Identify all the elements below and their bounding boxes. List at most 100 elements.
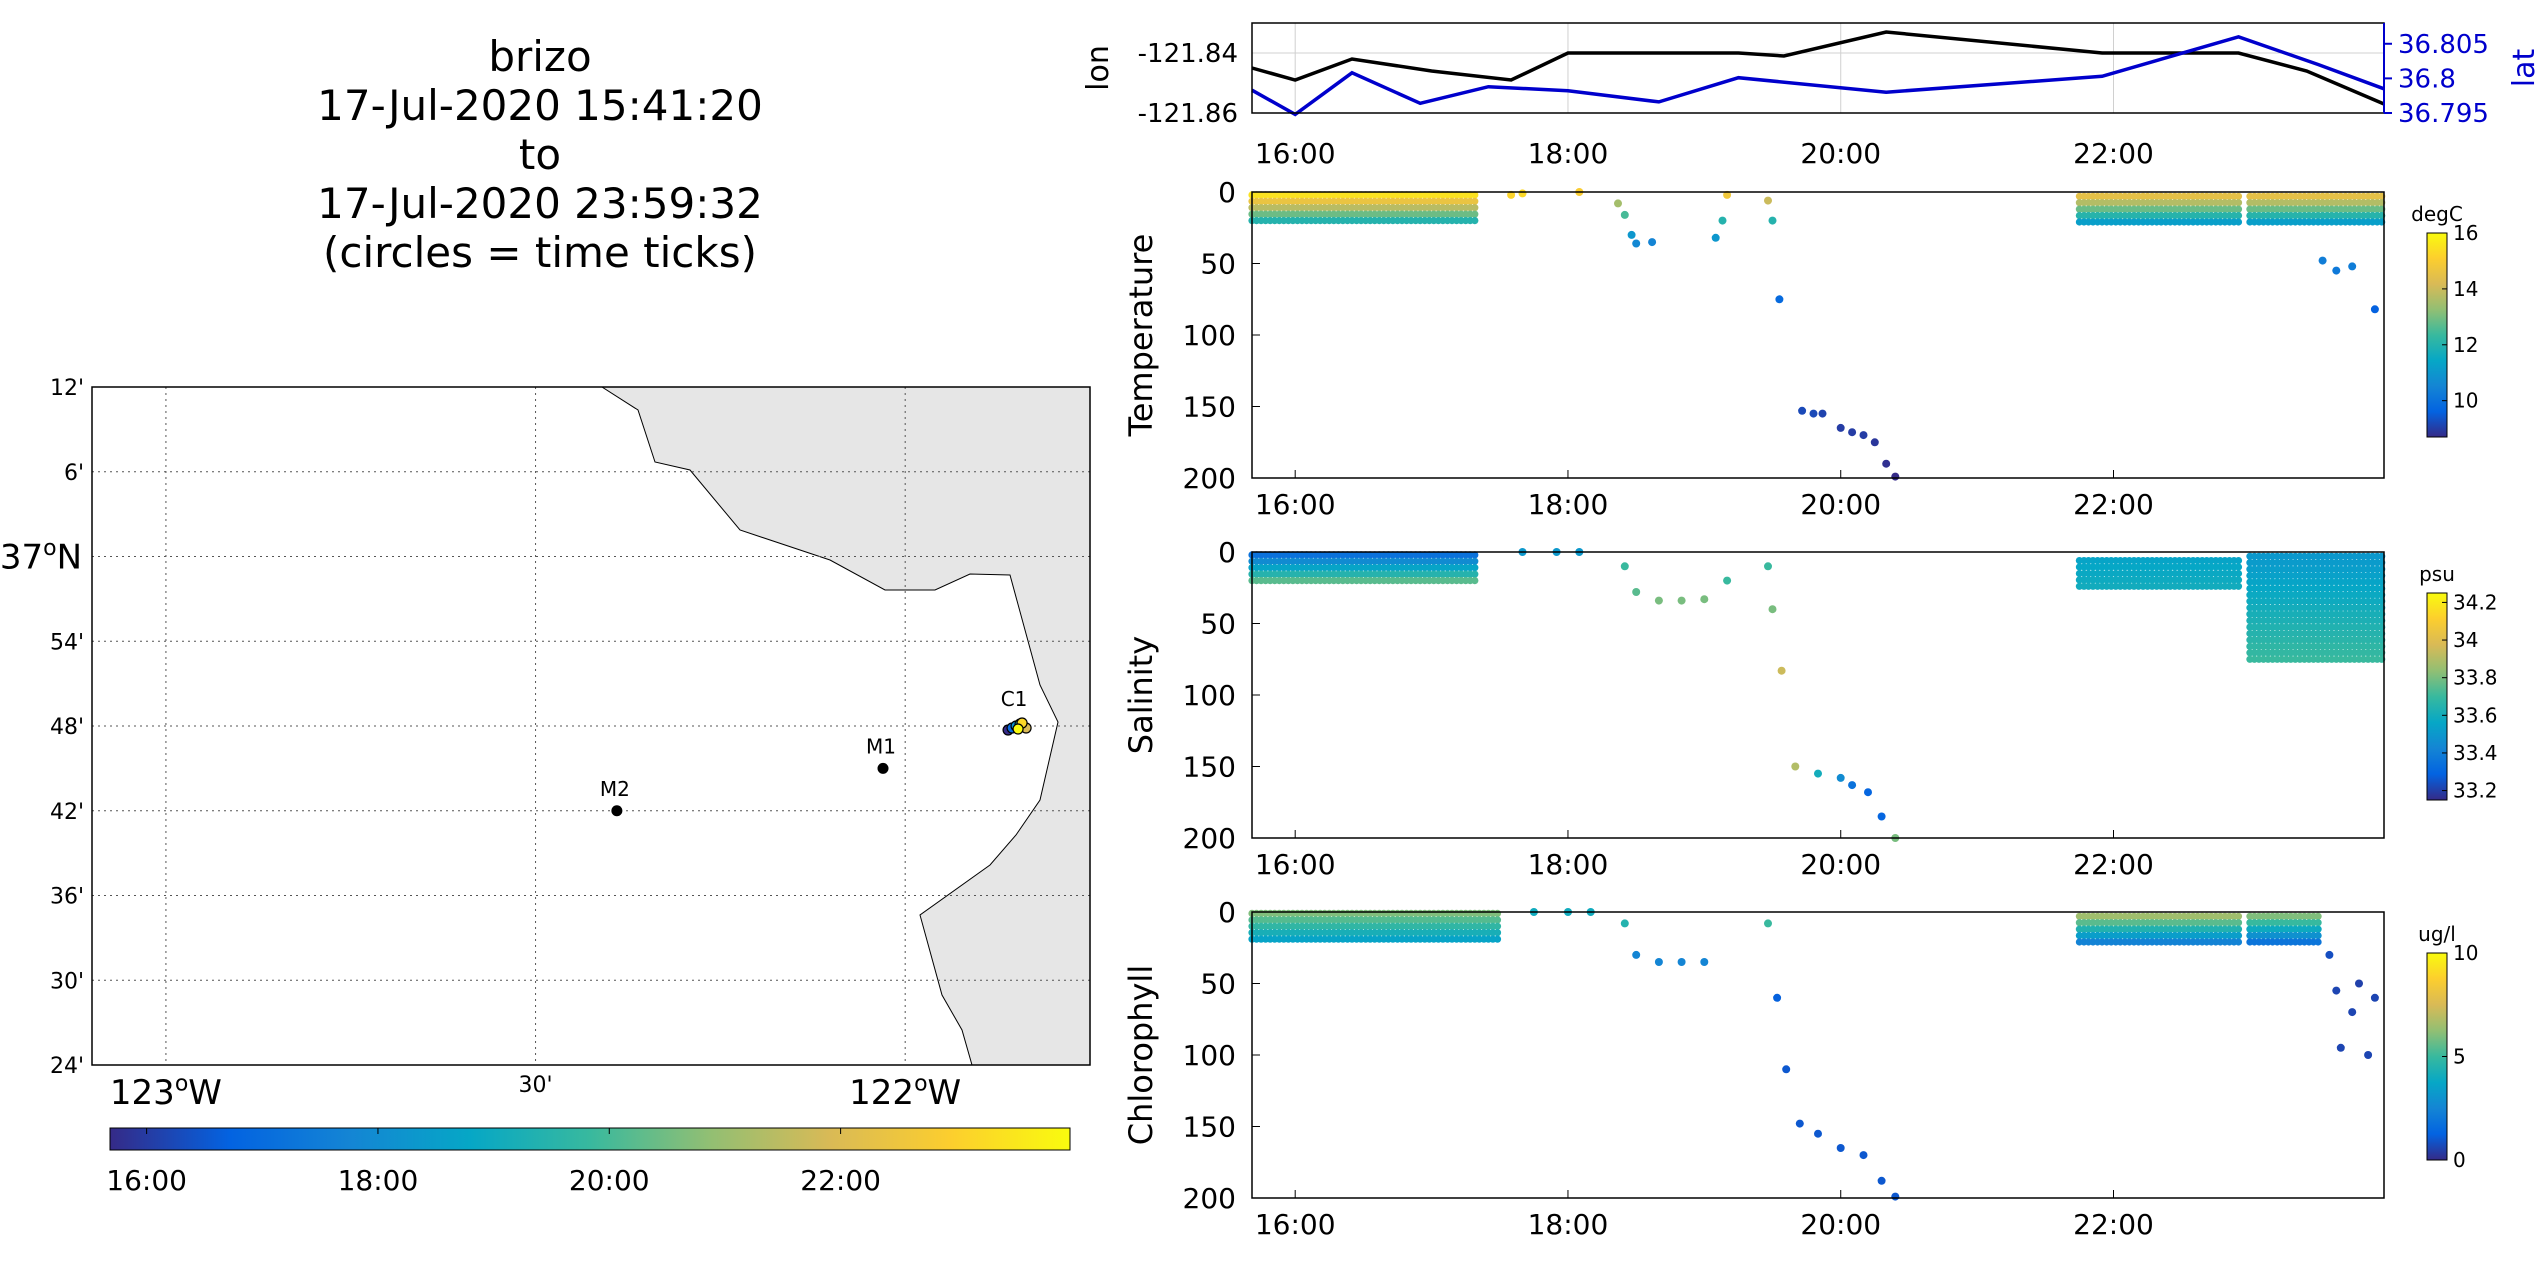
series-line-lat — [1251, 34, 2385, 117]
data-point — [2332, 266, 2341, 275]
profile-point — [2234, 919, 2243, 927]
data-point — [1836, 1144, 1845, 1152]
title-line-start: 17-Jul-2020 15:41:20 — [317, 81, 763, 130]
map-lon-tick-label: 123oW — [110, 1071, 222, 1113]
profile-point — [1471, 551, 1479, 559]
time-tick-label: 18:00 — [1528, 137, 1609, 170]
y-tick-label: 200 — [1183, 1182, 1236, 1215]
data-point — [1768, 216, 1777, 225]
map-lat-tick-label: 6' — [64, 461, 84, 486]
figure-title: brizo 17-Jul-2020 15:41:20 to 17-Jul-202… — [220, 32, 860, 277]
y-axis-label: Salinity — [1122, 636, 1160, 754]
profile-point — [1471, 204, 1479, 212]
title-line-note: (circles = time ticks) — [323, 228, 757, 277]
profile-point — [1471, 217, 1479, 225]
map-colorbar-tick-label: 22:00 — [800, 1164, 881, 1197]
data-point — [1848, 781, 1857, 790]
data-point — [1791, 762, 1800, 771]
profile-point — [2234, 218, 2243, 226]
map-colorbar-tick-label: 20:00 — [569, 1164, 650, 1197]
colorbar-tick-label: 10 — [2453, 389, 2478, 413]
time-tick-label: 18:00 — [1528, 1208, 1609, 1241]
map-lon-tick-label: 122oW — [849, 1071, 961, 1113]
profile-point — [1493, 935, 1502, 943]
data-point — [1507, 190, 1516, 199]
data-point — [2348, 262, 2357, 271]
data-point — [1677, 958, 1686, 966]
map-lon-tick-label: 30' — [519, 1073, 553, 1098]
data-point — [1836, 423, 1845, 432]
data-point — [2318, 256, 2327, 265]
data-point — [2364, 1051, 2373, 1059]
lon-lat-lines — [1251, 30, 2385, 117]
data-point — [2348, 1008, 2357, 1017]
colorbar-tick-label: 0 — [2453, 1148, 2466, 1172]
profile-point — [1471, 564, 1479, 572]
data-point — [1882, 459, 1891, 468]
profile-point — [2314, 932, 2322, 940]
series-line-lon — [1251, 30, 2385, 106]
colorbar-unit: psu — [2419, 562, 2455, 586]
time-tick-label: 16:00 — [1255, 488, 1336, 521]
profile-panel-salinity: 0 50 100 150 200 16:00 18:00 20:00 22:00 Salinity… — [1122, 536, 2498, 881]
data-point — [1814, 769, 1822, 778]
profile-point — [2234, 932, 2243, 940]
time-tick-label: 18:00 — [1528, 848, 1609, 881]
colorbar-tick-label: 34 — [2453, 628, 2478, 652]
panel-frame — [1251, 911, 2385, 1199]
lon-lat-panel: -121.84 -121.86 36.805 36.8 36.795 16:00 18:00… — [1081, 22, 2542, 170]
title-line-to: to — [518, 130, 562, 179]
profile-point — [2234, 557, 2243, 565]
profile-point — [1493, 916, 1502, 924]
y-tick-label: 50 — [1200, 248, 1236, 281]
lat-tick-label: 36.805 — [2398, 30, 2489, 60]
data-point — [1700, 958, 1709, 966]
map-lat-tick-label: 54' — [50, 630, 84, 655]
data-point — [1798, 406, 1807, 415]
data-point — [1870, 438, 1879, 447]
data-point — [1632, 950, 1641, 959]
data-point — [1864, 788, 1872, 797]
data-point — [1632, 239, 1641, 248]
colorbar-unit: ug/l — [2418, 922, 2456, 946]
colorbar — [2426, 592, 2448, 801]
time-tick-label: 18:00 — [1528, 488, 1609, 521]
map-colorbar-ticks: 16:00 18:00 20:00 22:00 — [106, 1128, 881, 1197]
data-point — [1859, 1151, 1868, 1160]
y-tick-label: 0 — [1218, 896, 1236, 929]
profile-panel-temperature: 0 50 100 150 200 16:00 18:00 20:00 22:00 Temperat… — [1122, 176, 2478, 521]
time-tick-label: 20:00 — [1800, 137, 1881, 170]
profile-point — [2314, 919, 2322, 927]
data-point — [1795, 1119, 1804, 1128]
data-point — [2370, 305, 2379, 314]
data-point — [1775, 295, 1784, 304]
vehicle-track — [1002, 717, 1032, 736]
profile-point — [2314, 925, 2322, 933]
colorbar-tick-label: 33.8 — [2453, 666, 2498, 690]
colorbar — [2426, 232, 2448, 438]
lon-tick-label: -121.84 — [1138, 39, 1238, 69]
profile-point — [2234, 938, 2243, 946]
y-tick-label: 150 — [1183, 1111, 1236, 1144]
profile-point — [2234, 205, 2243, 213]
colorbar-tick-label: 33.2 — [2453, 779, 2498, 803]
y-tick-label: 150 — [1183, 751, 1236, 784]
data-point — [1782, 1065, 1791, 1074]
colorbar-tick-label: 12 — [2453, 333, 2478, 357]
map-lat-tick-label: 36' — [50, 885, 84, 910]
data-point — [1877, 812, 1886, 821]
data-point — [1764, 919, 1772, 928]
profile-point — [2314, 938, 2322, 946]
map-colorbar-tick-label: 16:00 — [106, 1164, 187, 1197]
profile-point — [2234, 563, 2243, 571]
profile-point — [1493, 929, 1502, 937]
time-tick-label: 22:00 — [2073, 848, 2154, 881]
y-tick-label: 100 — [1183, 1039, 1236, 1072]
map-lat-tick-label: 37oN — [0, 536, 82, 578]
profile-point — [1493, 909, 1502, 918]
profile-point — [2314, 912, 2322, 920]
track-label: C1 — [1001, 687, 1028, 711]
profile-point — [2234, 569, 2243, 578]
time-tick-label: 16:00 — [1255, 1208, 1336, 1241]
